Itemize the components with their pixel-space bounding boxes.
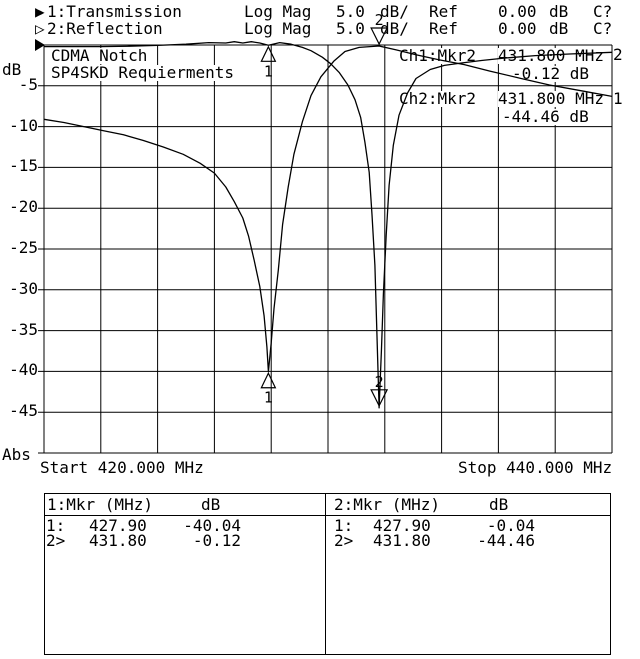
marker-1-number: 1: [264, 389, 273, 407]
marker-table-column-divider: [325, 494, 326, 654]
ch2-marker1-index: 1:: [334, 516, 354, 535]
ch1-marker1-value: -40.04: [183, 516, 241, 535]
ch1-marker1-index: 1:: [46, 516, 66, 535]
plot-title-line1: CDMA Notch: [51, 46, 148, 65]
ch1-marker-readout-label: Ch1:Mkr2: [399, 46, 477, 65]
x-axis-stop-label: Stop 440.000 MHz: [458, 458, 613, 477]
y-axis-tick-label: -5: [18, 74, 38, 94]
channel-2-scale: 5.0: [336, 19, 365, 38]
trace-2-edge-label: 2: [613, 45, 623, 64]
ch1-marker2-freq: 431.80: [89, 531, 147, 550]
y-axis-bottom-label: Abs: [2, 445, 31, 464]
ch2-marker1-freq: 427.90: [373, 516, 431, 535]
marker-1-number: 1: [264, 62, 273, 80]
ch1-marker-readout-freq: 431.800 MHz: [498, 46, 604, 65]
marker-1-triangle-up-icon: [260, 45, 277, 62]
marker-table-ch1-unit: dB: [201, 495, 221, 514]
channel-1-scale: 5.0: [336, 2, 365, 21]
channel-2-scale-unit: dB/: [380, 19, 409, 38]
y-axis-tick-label: -15: [9, 156, 38, 176]
ch1-marker2-value: -0.12: [192, 531, 241, 550]
ch2-marker-readout-value: -44.46 dB: [502, 107, 589, 126]
channel-1-scale-unit: dB/: [380, 2, 409, 21]
channel-1-active-arrow-icon: ▶: [35, 2, 45, 21]
marker-table: 1:Mkr (MHz) dB 1: 427.90 -40.04 2> 431.8…: [44, 493, 611, 655]
marker-table-ch2-title: 2:Mkr (MHz): [334, 495, 440, 514]
channel-2-label: 2:Reflection: [47, 19, 163, 38]
channel-2-format: Log Mag: [244, 19, 312, 38]
channel-1-format: Log Mag: [244, 2, 312, 21]
trace-1-edge-label: 1: [613, 89, 623, 108]
plot-title-line2: SP4SKD Requierments: [51, 63, 235, 82]
reference-level-arrow-icon: [35, 39, 45, 51]
ch2-marker-readout-label: Ch2:Mkr2: [399, 89, 477, 108]
marker-2-number: 2: [375, 373, 384, 391]
ch1-marker-readout-value: -0.12 dB: [512, 64, 590, 83]
x-axis-start-label: Start 420.000 MHz: [40, 458, 204, 477]
channel-1-cal-status: C?: [593, 2, 613, 21]
marker-table-ch2-unit: dB: [489, 495, 509, 514]
channel-2-ref-label: Ref: [429, 19, 458, 38]
channel-2-inactive-arrow-icon: ▷: [35, 19, 45, 38]
y-axis-tick-label: -30: [9, 278, 38, 298]
marker-table-header-divider: [45, 515, 610, 516]
y-axis-tick-label: -45: [9, 401, 38, 421]
ch2-marker1-value: -0.04: [486, 516, 535, 535]
ch1-marker2-index: 2>: [46, 531, 66, 550]
ch2-marker2-freq: 431.80: [373, 531, 431, 550]
y-axis-tick-label: -25: [9, 238, 38, 257]
ch2-marker-readout-freq: 431.800 MHz: [498, 89, 604, 108]
marker-1-triangle-up-icon: [260, 371, 277, 389]
y-axis-tick-label: -20: [9, 197, 38, 217]
y-axis-unit-label: dB: [2, 60, 22, 79]
channel-1-ref-label: Ref: [429, 2, 458, 21]
channel-2-ref-value: 0.00: [498, 19, 537, 38]
channel-2-cal-status: C?: [593, 19, 613, 38]
y-axis-tick-label: -35: [9, 319, 38, 339]
y-axis-tick-label: -10: [9, 115, 38, 135]
channel-1-ref-value: 0.00: [498, 2, 537, 21]
marker-table-ch1-title: 1:Mkr (MHz): [47, 495, 153, 514]
ch2-marker2-value: -44.46: [477, 531, 535, 550]
ch2-marker2-index: 2>: [334, 531, 354, 550]
channel-2-ref-unit: dB: [549, 19, 569, 38]
y-axis-tick-label: -40: [9, 360, 38, 380]
channel-1-label: 1:Transmission: [47, 2, 182, 21]
marker-2-triangle-down-icon: [370, 389, 389, 408]
channel-1-ref-unit: dB: [549, 2, 569, 21]
ch1-marker1-freq: 427.90: [89, 516, 147, 535]
